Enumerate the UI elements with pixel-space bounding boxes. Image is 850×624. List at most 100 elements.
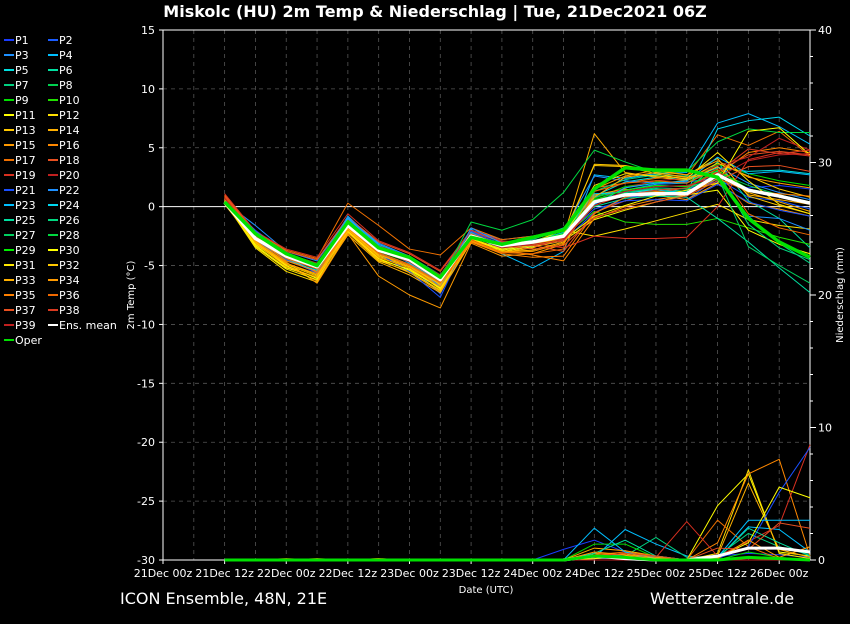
x-tick-label: 21Dec 12z (195, 567, 254, 580)
legend-label: Oper (15, 334, 42, 347)
legend-label: P20 (59, 169, 80, 182)
precip-line-oper (224, 554, 811, 562)
legend-item-p32: P32 (48, 259, 80, 272)
legend-label: P34 (59, 274, 80, 287)
legend-item-p15: P15 (4, 139, 36, 152)
legend-label: P33 (15, 274, 36, 287)
legend-label: P36 (59, 289, 80, 302)
legend-label: P17 (15, 154, 36, 167)
legend-item-p17: P17 (4, 154, 36, 167)
legend-item-p22: P22 (48, 184, 80, 197)
legend-label: P1 (15, 34, 29, 47)
legend-item-p10: P10 (48, 94, 80, 107)
y-tick-label: 5 (148, 142, 155, 155)
legend-item-p28: P28 (48, 229, 80, 242)
x-tick-label: 24Dec 12z (565, 567, 624, 580)
legend-label: P37 (15, 304, 36, 317)
legend-item-p2: P2 (48, 34, 73, 47)
y-tick-label: -30 (137, 554, 155, 567)
legend-label: P10 (59, 94, 80, 107)
legend-label: P22 (59, 184, 80, 197)
temp-series (223, 113, 811, 309)
precip-line-p12 (224, 468, 811, 561)
legend-label: P11 (15, 109, 36, 122)
legend-label: P5 (15, 64, 29, 77)
legend-item-p27: P27 (4, 229, 36, 242)
x-tick-label: 21Dec 00z (134, 567, 193, 580)
y-tick-label: -15 (137, 377, 155, 390)
legend-label: P2 (59, 34, 73, 47)
legend-item-p12: P12 (48, 109, 80, 122)
precip-line-p11 (224, 472, 811, 561)
legend-label: P6 (59, 64, 73, 77)
legend-item-p35: P35 (4, 289, 36, 302)
x-tick-label: 22Dec 00z (257, 567, 316, 580)
legend-label: P25 (15, 214, 36, 227)
legend-label: P8 (59, 79, 73, 92)
legend-label: P21 (15, 184, 36, 197)
legend-item-p6: P6 (48, 64, 73, 77)
x-tick-label: 25Dec 12z (688, 567, 747, 580)
legend-label: P15 (15, 139, 36, 152)
legend-item-p16: P16 (48, 139, 80, 152)
y2-tick-label: 40 (818, 24, 832, 37)
legend-label: P24 (59, 199, 80, 212)
legend-item-p19: P19 (4, 169, 36, 182)
x-tick-label: 24Dec 00z (503, 567, 562, 580)
y2-tick-label: 30 (818, 157, 832, 170)
temp-line-oper (223, 166, 811, 280)
legend-item-p31: P31 (4, 259, 36, 272)
legend-item-p7: P7 (4, 79, 29, 92)
chart-title: Miskolc (HU) 2m Temp & Niederschlag | Tu… (163, 2, 706, 22)
legend-label: P35 (15, 289, 36, 302)
legend-item-p21: P21 (4, 184, 36, 197)
legend-label: P12 (59, 109, 80, 122)
temp-line-p15 (224, 182, 811, 309)
y2-tick-label: 20 (818, 289, 832, 302)
legend-label: P30 (59, 244, 80, 257)
legend-label: Ens. mean (59, 319, 117, 332)
legend-item-p8: P8 (48, 79, 73, 92)
legend-label: P16 (59, 139, 80, 152)
axes: 15 10 5 0 -5 -10 -15 -20 -25 -30 40 30 20 10 0 21Dec 00… (134, 24, 832, 580)
x-axis-label: Date (UTC) (459, 585, 514, 596)
temp-line-p35 (224, 177, 811, 284)
x-tick-label: 22Dec 12z (319, 567, 378, 580)
legend-label: P7 (15, 79, 29, 92)
y-axis-label: 2m Temp (°C) (126, 260, 137, 329)
precip-line-p19 (224, 444, 811, 561)
legend-item-ens-mean: Ens. mean (48, 319, 117, 332)
legend-item-p13: P13 (4, 124, 36, 137)
legend-label: P4 (59, 49, 73, 62)
legend-item-p9: P9 (4, 94, 29, 107)
legend-label: P23 (15, 199, 36, 212)
legend-item-p34: P34 (48, 274, 80, 287)
legend-label: P31 (15, 259, 36, 272)
legend-item-p24: P24 (48, 199, 80, 212)
legend-item-p30: P30 (48, 244, 80, 257)
legend-label: P19 (15, 169, 36, 182)
legend-item-p1: P1 (4, 34, 29, 47)
legend-label: P32 (59, 259, 80, 272)
temp-line-p14 (224, 133, 811, 294)
precip-series (224, 444, 811, 562)
legend-item-p36: P36 (48, 289, 80, 302)
y-tick-label: 15 (141, 24, 155, 37)
legend-item-p23: P23 (4, 199, 36, 212)
legend-label: P39 (15, 319, 36, 332)
y-tick-label: -20 (137, 436, 155, 449)
legend-item-p20: P20 (48, 169, 80, 182)
temp-line-p31 (224, 151, 811, 290)
footer-model: ICON Ensemble, 48N, 21E (120, 589, 327, 608)
legend-label: P26 (59, 214, 80, 227)
y-tick-label: 0 (148, 201, 155, 214)
legend-item-p18: P18 (48, 154, 80, 167)
legend-label: P13 (15, 124, 36, 137)
y-tick-label: 10 (141, 83, 155, 96)
precip-line-p30 (224, 486, 811, 561)
legend-label: P27 (15, 229, 36, 242)
legend-label: P14 (59, 124, 80, 137)
legend-label: P18 (59, 154, 80, 167)
legend-item-p25: P25 (4, 214, 36, 227)
y-tick-label: -10 (137, 318, 155, 331)
